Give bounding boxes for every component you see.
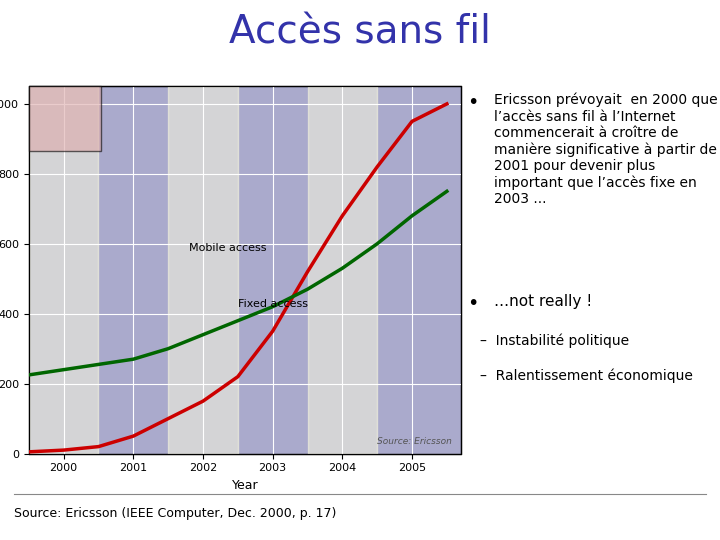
Text: Accès sans fil: Accès sans fil [229, 14, 491, 51]
Text: –  Ralentissement économique: – Ralentissement économique [480, 369, 693, 383]
Bar [29, 86, 99, 454]
X-axis label: Year: Year [232, 479, 258, 492]
Text: Mobile access: Mobile access [189, 243, 266, 253]
Text: •: • [467, 294, 478, 313]
Text: –  Instabilité politique: – Instabilité politique [480, 333, 629, 348]
Text: •: • [467, 93, 478, 112]
Text: Source: Ericsson (IEEE Computer, Dec. 2000, p. 17): Source: Ericsson (IEEE Computer, Dec. 20… [14, 507, 337, 519]
Text: Ericsson prévoyait  en 2000 que l’accès sans fil à l’Internet commencerait à cro: Ericsson prévoyait en 2000 que l’accès s… [494, 93, 717, 206]
Text: …not really !: …not really ! [494, 294, 592, 309]
Text: Source: Ericsson: Source: Ericsson [377, 437, 452, 446]
Bar [307, 86, 377, 454]
Text: Fixed access: Fixed access [238, 299, 308, 309]
Bar [168, 86, 238, 454]
FancyBboxPatch shape [29, 86, 461, 454]
